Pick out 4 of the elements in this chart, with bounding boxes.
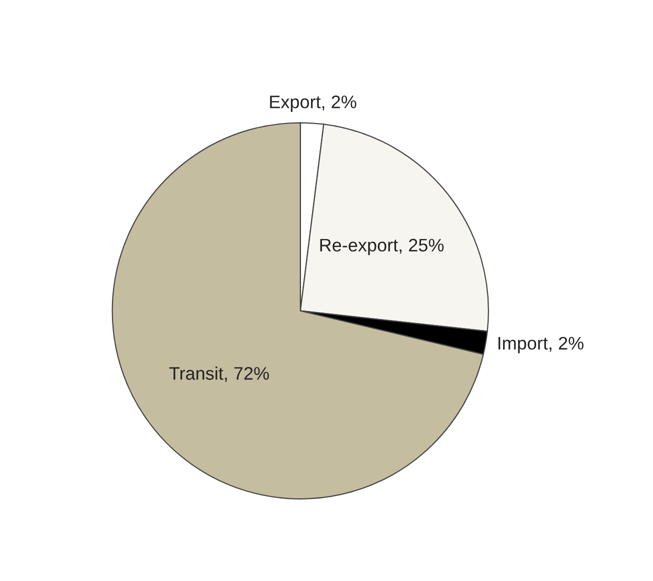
slice-label: Transit, 72% — [169, 366, 269, 382]
slice-label: Export, 2% — [270, 96, 356, 112]
slice-label: Import, 2% — [498, 336, 584, 354]
slice-label: Re-export, 25% — [320, 238, 444, 256]
